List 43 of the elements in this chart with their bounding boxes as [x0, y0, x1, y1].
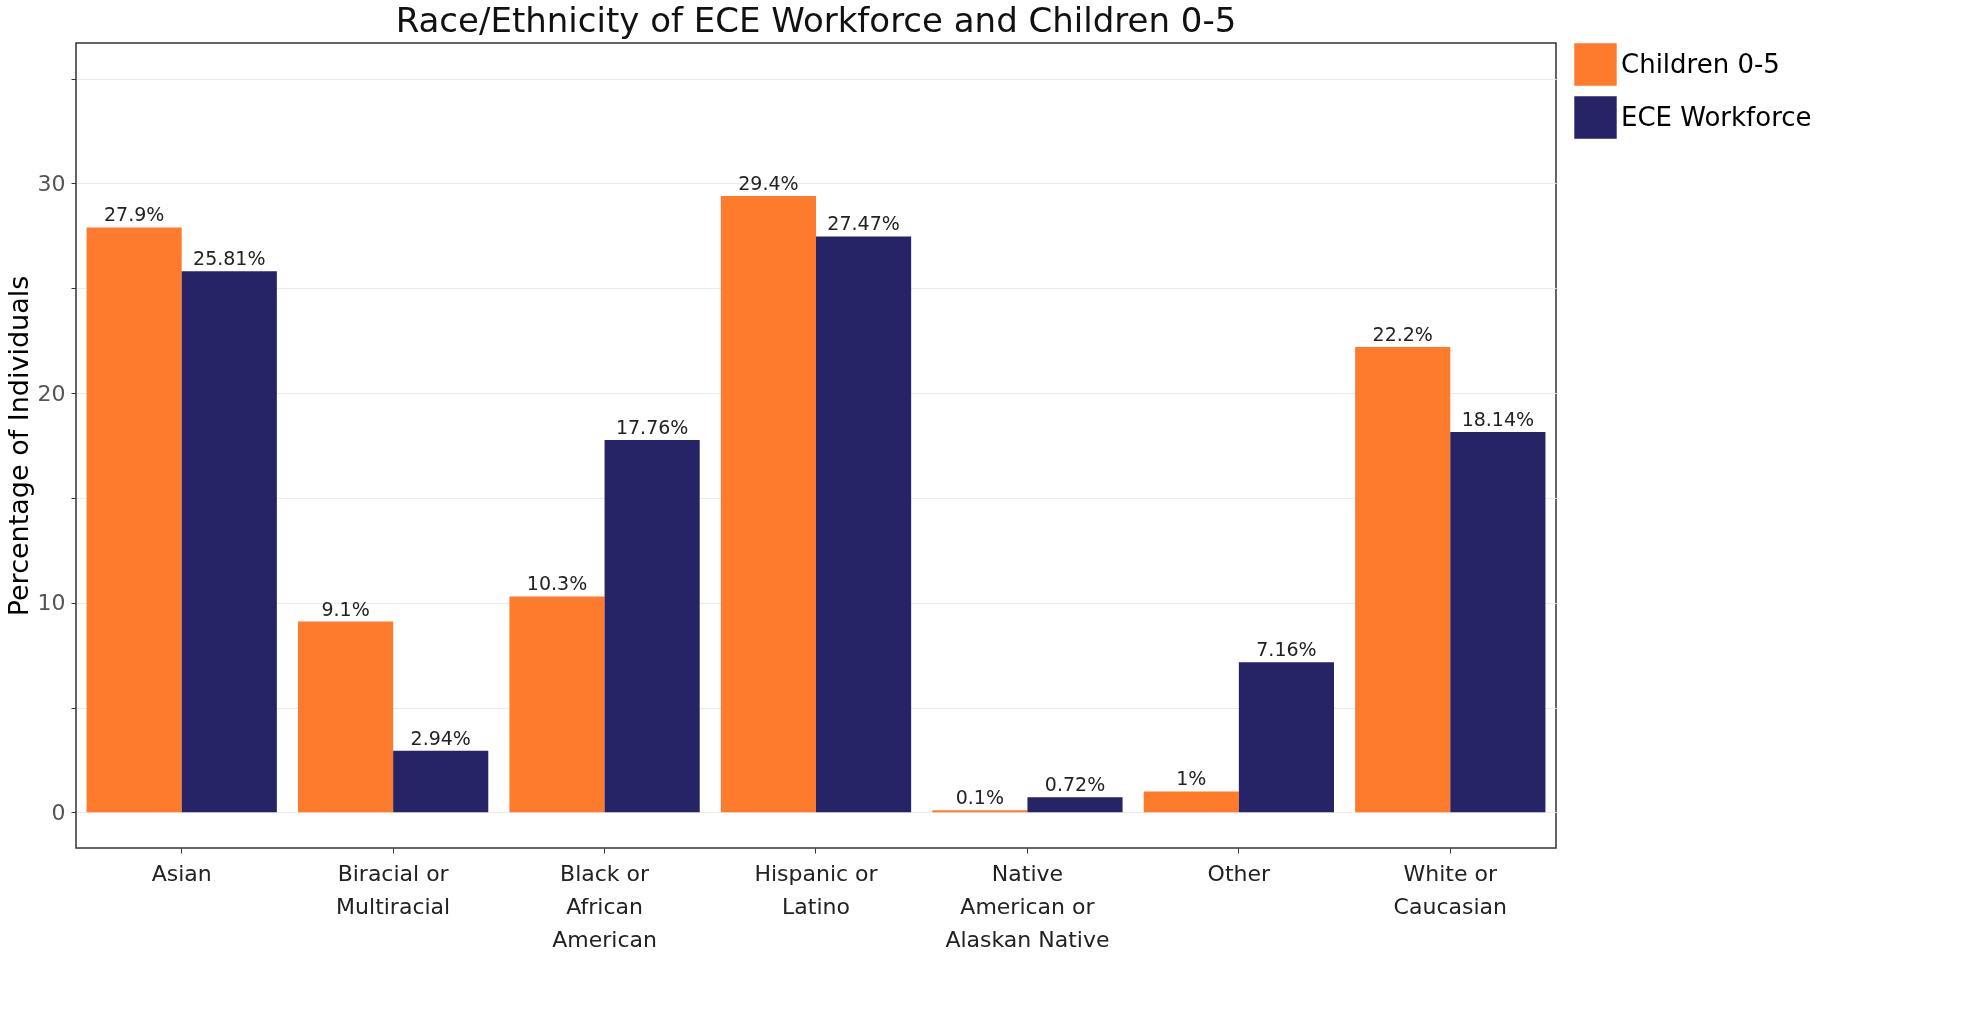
y-tick-label: 10 [37, 590, 66, 616]
bar [1355, 346, 1451, 813]
bar [604, 440, 700, 813]
bar [1450, 432, 1546, 813]
data-label: 27.9% [103, 203, 165, 226]
bar [1027, 797, 1123, 813]
data-label: 17.76% [615, 416, 689, 439]
bar [932, 810, 1028, 813]
y-tick-label: 30 [37, 170, 66, 196]
y-tick-label: 0 [51, 799, 66, 825]
x-tick-label: White or Caucasian [1393, 860, 1507, 919]
bar [1238, 662, 1334, 813]
bar [86, 227, 182, 813]
chart-title: Race/Ethnicity of ECE Workforce and Children 0-5 [395, 0, 1237, 40]
x-tick-label: Other [1207, 860, 1272, 886]
data-label: 22.2% [1372, 322, 1433, 345]
x-tick-label: Native American or Alaskan Native [945, 860, 1110, 952]
x-tick-label: Asian [151, 860, 212, 886]
data-label: 18.14% [1461, 408, 1535, 431]
x-tick-label: Hispanic or Latino [754, 860, 879, 919]
x-tick-label: Biracial or Multiracial [336, 860, 451, 919]
bar [1143, 791, 1239, 813]
legend-label: ECE Workforce [1621, 101, 1812, 132]
data-label: 27.47% [827, 212, 900, 235]
data-label: 0.72% [1044, 773, 1106, 796]
bar [720, 196, 816, 813]
bar [816, 236, 912, 813]
data-label: 7.16% [1256, 638, 1317, 661]
x-tick-label: Black or African American [552, 860, 657, 952]
data-label: 2.94% [410, 726, 471, 749]
bar [298, 621, 394, 813]
bar [509, 596, 605, 813]
data-label: 29.4% [738, 172, 799, 195]
data-label: 9.1% [321, 597, 370, 620]
data-label: 1% [1176, 767, 1207, 790]
y-tick-label: 20 [37, 380, 66, 406]
data-label: 0.1% [955, 786, 1004, 809]
bar [393, 750, 489, 813]
y-axis-title: Percentage of Individuals [2, 275, 34, 617]
data-label: 25.81% [193, 247, 266, 270]
data-label: 10.3% [526, 572, 588, 595]
legend-label: Children 0-5 [1621, 48, 1780, 79]
bar [181, 271, 277, 813]
